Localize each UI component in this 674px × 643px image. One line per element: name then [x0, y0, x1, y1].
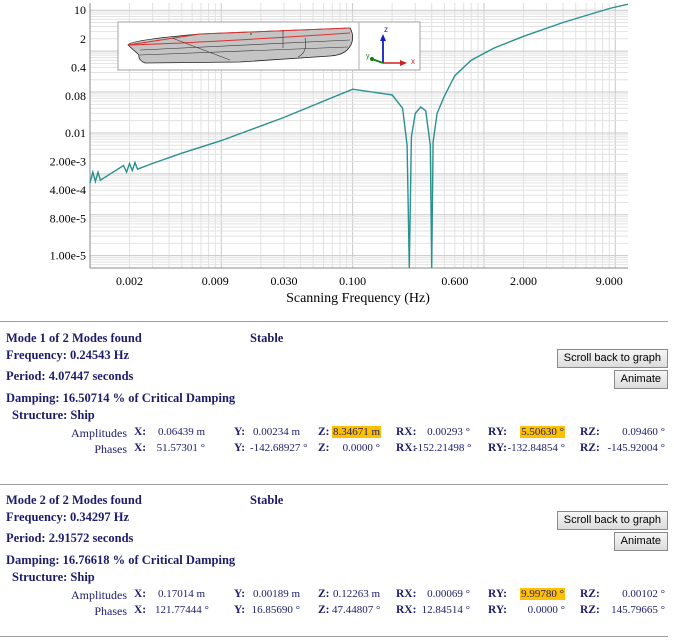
phases-value: 47.44807 °	[332, 604, 380, 616]
y-tick-label: 0.08	[65, 89, 86, 103]
frequency: Frequency: 0.24543 Hz	[6, 348, 129, 363]
amplitudes-key: RY:	[488, 426, 507, 438]
amplitudes-key: Y:	[234, 426, 245, 438]
animate-button[interactable]: Animate	[614, 532, 668, 551]
amplitudes-row: Amplitudes X: 0.17014 m Y: 0.00189 m Z: 0.1…	[0, 588, 674, 604]
amplitudes-value: 9.99780 °	[520, 588, 565, 600]
x-tick-label: 0.002	[116, 274, 143, 288]
period: Period: 2.91572 seconds	[6, 531, 133, 546]
phases-key: RZ:	[580, 604, 600, 616]
amplitudes-key: Z:	[318, 426, 330, 438]
period: Period: 4.07447 seconds	[6, 369, 133, 384]
mode-block: Mode 1 of 2 Modes found Stable Frequency…	[0, 331, 674, 481]
amplitudes-key: RZ:	[580, 426, 600, 438]
scroll-back-to-graph-button[interactable]: Scroll back to graph	[557, 349, 668, 368]
phases-value: 121.77444 °	[155, 604, 209, 616]
frequency: Frequency: 0.34297 Hz	[6, 510, 129, 525]
phases-key: RY:	[488, 604, 507, 616]
phases-value: -142.68927 °	[250, 442, 308, 454]
svg-text:y: y	[366, 53, 370, 60]
amplitudes-value: 0.00234 m	[253, 426, 300, 438]
phases-key: X:	[134, 442, 146, 454]
mode-title: Mode 1 of 2 Modes found	[6, 331, 142, 346]
phases-row: Phases X: 51.57301 ° Y: -142.68927 ° Z: 0.0…	[0, 442, 674, 458]
phases-row: Phases X: 121.77444 ° Y: 16.85690 ° Z: 47.4…	[0, 604, 674, 620]
svg-text:x: x	[411, 57, 415, 66]
phases-key: Z:	[318, 604, 330, 616]
phases-key: RZ:	[580, 442, 600, 454]
structure: Structure: Ship	[12, 408, 95, 423]
y-tick-label: 0.4	[71, 60, 86, 74]
mode-title: Mode 2 of 2 Modes found	[6, 493, 142, 508]
structure: Structure: Ship	[12, 570, 95, 585]
damping: Damping: 16.50714 % of Critical Damping	[6, 391, 235, 406]
phases-key: RY:	[488, 442, 507, 454]
y-tick-label: 2	[80, 32, 86, 46]
phases-value: 16.85690 °	[252, 604, 300, 616]
amplitudes-value: 0.00069 °	[427, 588, 470, 600]
amplitudes-value: 0.09460 °	[622, 426, 665, 438]
x-tick-label: 0.600	[441, 274, 468, 288]
amplitudes-label: Amplitudes	[71, 588, 127, 603]
amplitudes-value: 0.00189 m	[253, 588, 300, 600]
phases-label: Phases	[94, 604, 127, 619]
y-tick-label: 10	[74, 3, 86, 17]
phases-key: Z:	[318, 442, 330, 454]
stability-status: Stable	[250, 331, 283, 346]
amplitudes-value: 0.00102 °	[622, 588, 665, 600]
svg-text:z: z	[384, 25, 388, 34]
phases-key: Y:	[234, 604, 245, 616]
amplitudes-value: 0.17014 m	[158, 588, 205, 600]
phases-value: -152.21498 °	[414, 442, 472, 454]
amplitudes-value: 5.50630 °	[520, 426, 565, 438]
amplitudes-key: RZ:	[580, 588, 600, 600]
damping: Damping: 16.76618 % of Critical Damping	[6, 553, 235, 568]
amplitudes-key: Z:	[318, 588, 330, 600]
y-tick-label: 2.00e-3	[50, 155, 86, 169]
amplitudes-value: 0.00293 °	[427, 426, 470, 438]
amplitudes-value: 0.12263 m	[333, 588, 380, 600]
phases-value: 145.79665 °	[611, 604, 665, 616]
animate-button[interactable]: Animate	[614, 370, 668, 389]
phases-value: -132.84854 °	[507, 442, 565, 454]
divider	[0, 484, 668, 485]
y-tick-label: 0.01	[65, 126, 86, 140]
divider	[0, 321, 668, 322]
amplitudes-key: X:	[134, 588, 146, 600]
phases-value: 0.0000 °	[528, 604, 565, 616]
amplitudes-label: Amplitudes	[71, 426, 127, 441]
stability-status: Stable	[250, 493, 283, 508]
amplitudes-value: 8.34671 m	[332, 426, 381, 438]
phases-key: X:	[134, 604, 146, 616]
scroll-back-to-graph-button[interactable]: Scroll back to graph	[557, 511, 668, 530]
phases-value: 12.84514 °	[422, 604, 470, 616]
phases-value: 51.57301 °	[157, 442, 205, 454]
y-tick-label: 4.00e-4	[50, 183, 86, 197]
y-tick-label: 1.00e-5	[50, 249, 86, 263]
amplitudes-row: Amplitudes X: 0.06439 m Y: 0.00234 m Z: 8.3…	[0, 426, 674, 442]
amplitudes-key: Y:	[234, 588, 245, 600]
phases-label: Phases	[94, 442, 127, 457]
y-tick-label: 8.00e-5	[50, 212, 86, 226]
x-tick-label: 9.000	[596, 274, 623, 288]
x-tick-label: 0.009	[202, 274, 229, 288]
x-tick-label: 2.000	[510, 274, 537, 288]
phases-key: Y:	[234, 442, 245, 454]
amplitudes-key: RY:	[488, 588, 507, 600]
x-axis-label: Scanning Frequency (Hz)	[286, 291, 430, 306]
frequency-response-chart: 0.002 0.009 0.030 0.100 0.600 2.000 9.000 10 2 0.…	[0, 0, 674, 310]
amplitudes-value: 0.06439 m	[158, 426, 205, 438]
x-tick-label: 0.030	[270, 274, 297, 288]
x-tick-label: 0.100	[339, 274, 366, 288]
model-inset[interactable]: z x y	[118, 22, 420, 70]
phases-value: 0.0000 °	[343, 442, 380, 454]
mode-block: Mode 2 of 2 Modes found Stable Frequency…	[0, 493, 674, 643]
amplitudes-key: X:	[134, 426, 146, 438]
phases-value: -145.92004 °	[607, 442, 665, 454]
